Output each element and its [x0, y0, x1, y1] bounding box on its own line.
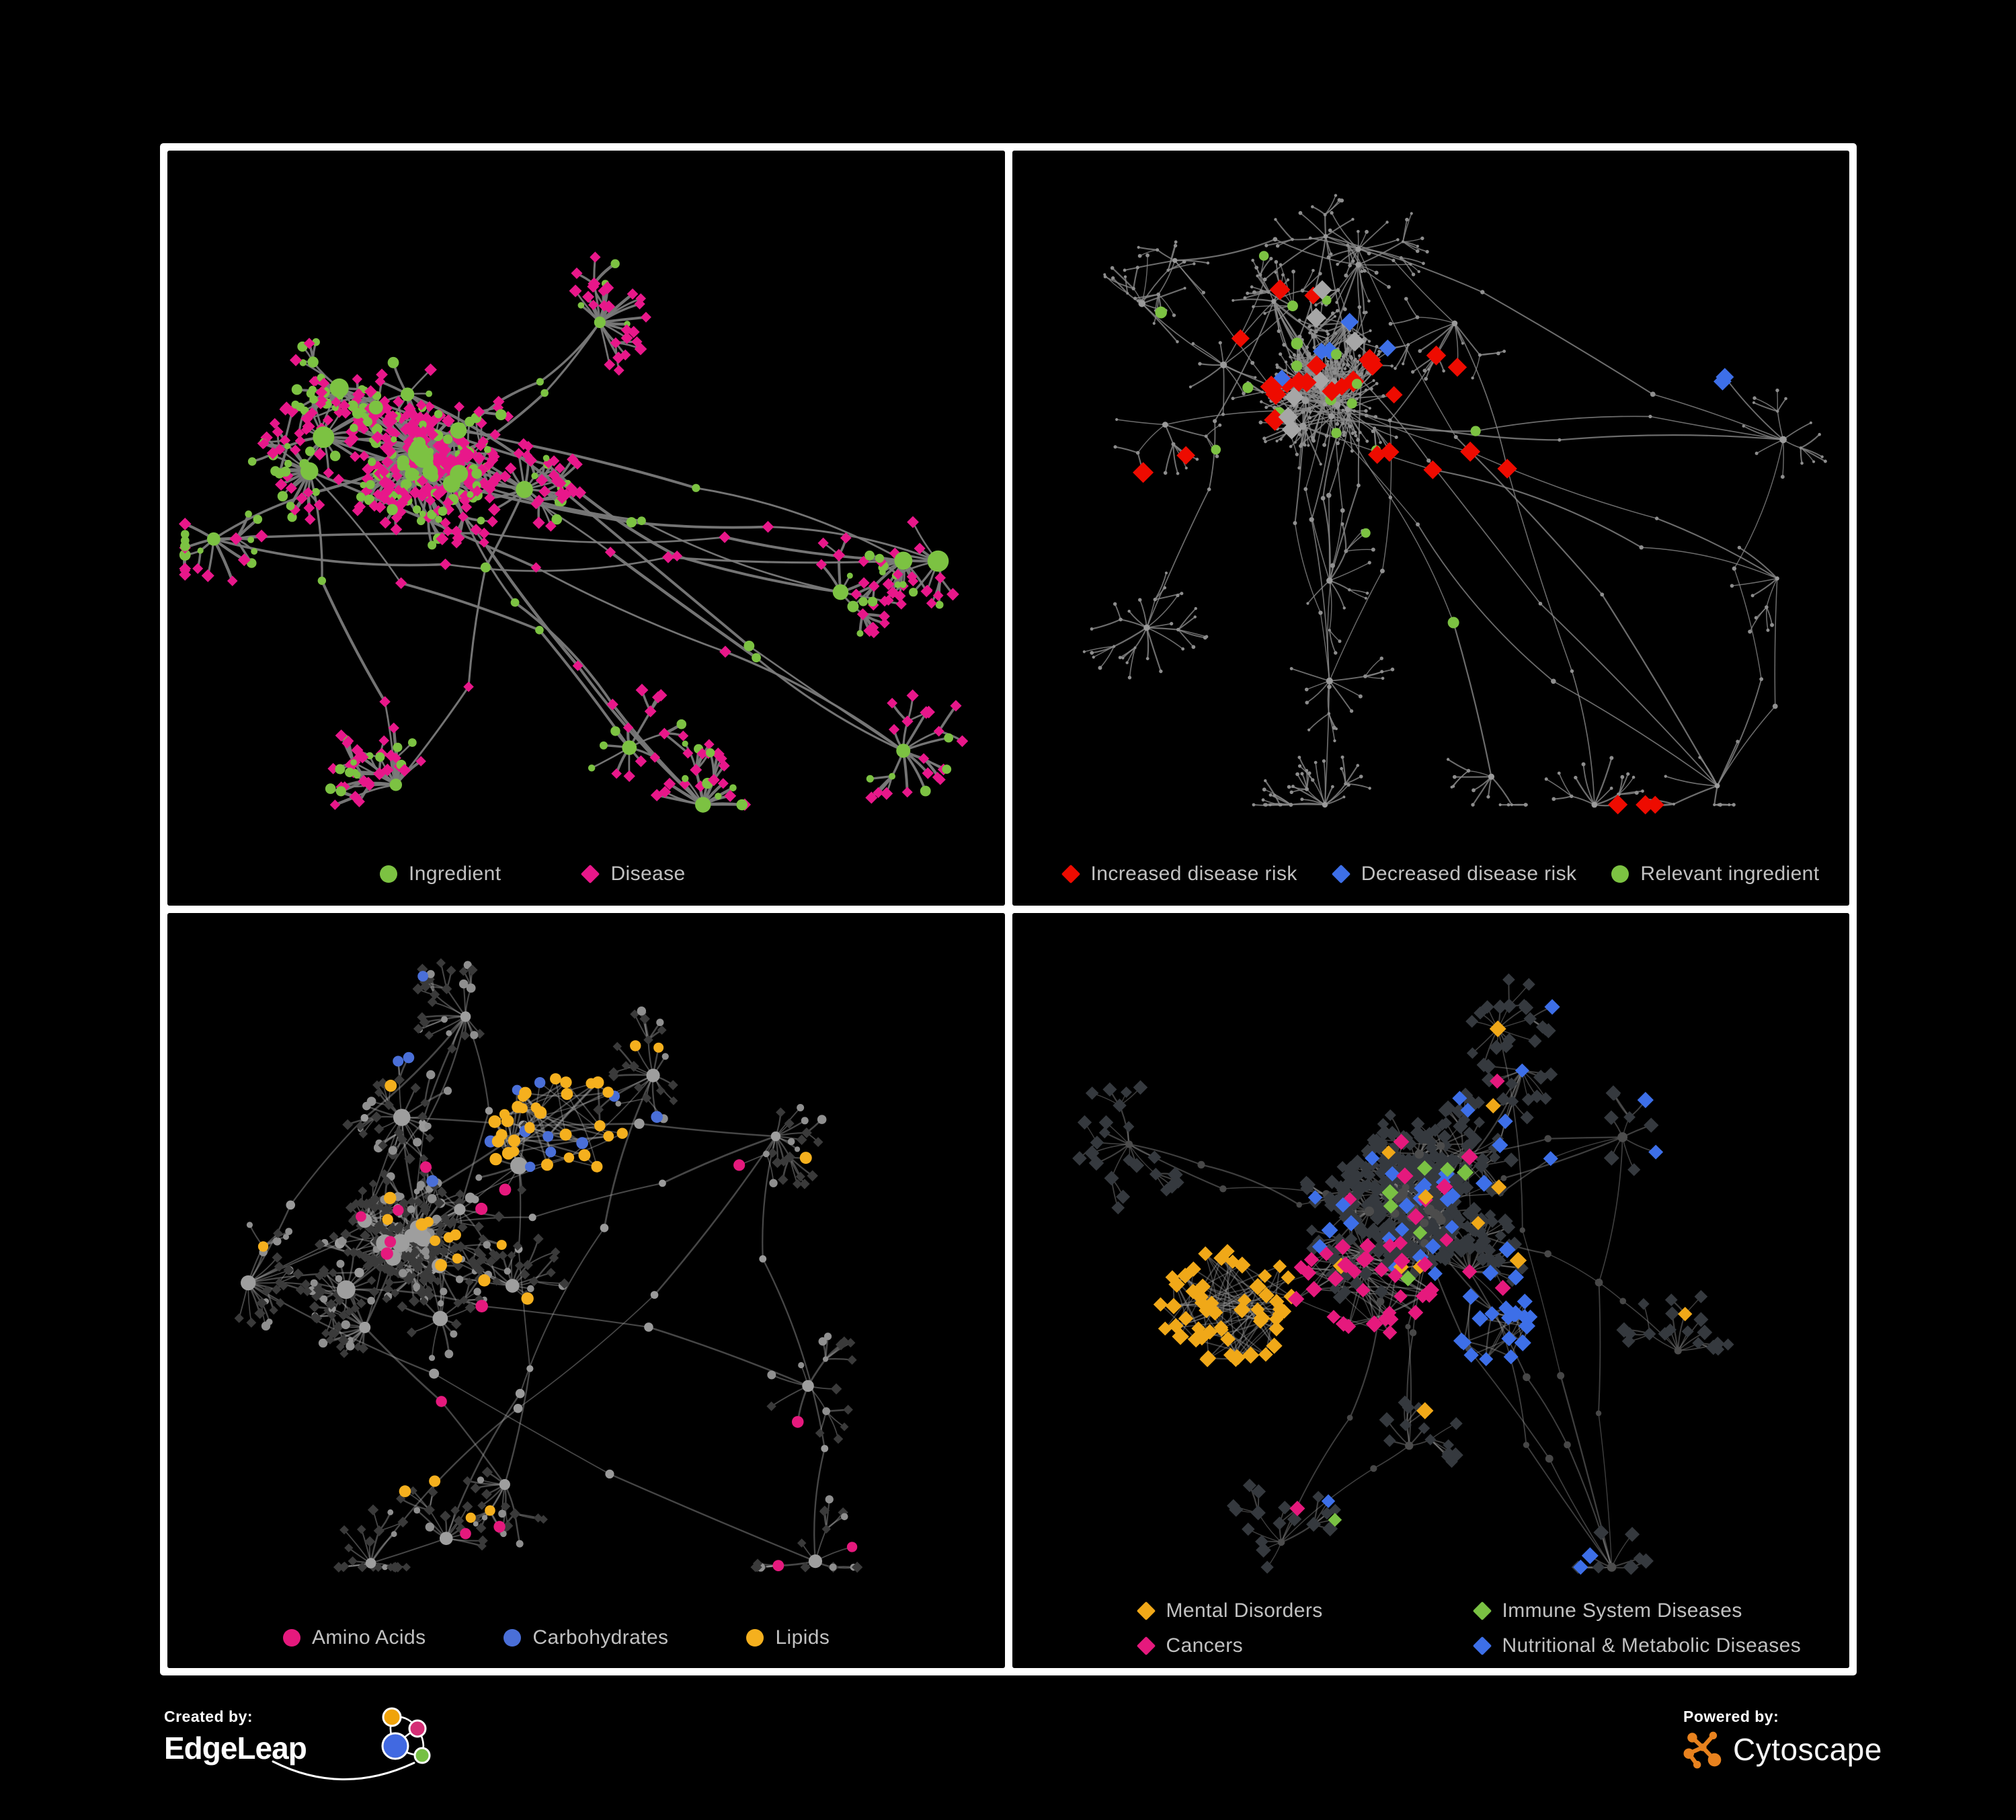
- diamond-legend-marker: [1136, 1636, 1156, 1656]
- legend-item: Decreased disease risk: [1331, 863, 1577, 885]
- legend-item: Ingredient: [380, 863, 501, 885]
- diamond-legend-marker: [1136, 1601, 1156, 1621]
- diamond-legend-marker: [1331, 864, 1350, 884]
- diamond-legend-marker: [1061, 864, 1080, 884]
- legend-disease-classes: Mental Disorders Immune System Diseases Ca…: [1136, 1599, 1850, 1657]
- legend-label: Disease: [610, 863, 686, 885]
- legend-nutrient-classes: Amino Acids Carbohydrates Lipids: [167, 1626, 1005, 1649]
- edgeleap-wordmark: EdgeLeap: [164, 1731, 307, 1766]
- cytoscape-wordmark: Cytoscape: [1733, 1732, 1882, 1767]
- circle-legend-marker: [1611, 865, 1629, 883]
- legend-label: Ingredient: [409, 863, 501, 885]
- network-ingredient-disease: [178, 251, 969, 813]
- panel-disease-classes: Mental Disorders Immune System Diseases Ca…: [1012, 913, 1850, 1668]
- legend-label: Relevant ingredient: [1640, 863, 1820, 885]
- legend-disease-risk: Increased disease risk Decreased disease …: [1012, 863, 1850, 885]
- legend-item: Amino Acids: [283, 1626, 426, 1649]
- legend-item: Mental Disorders: [1136, 1599, 1474, 1622]
- legend-label: Nutritional & Metabolic Diseases: [1502, 1634, 1802, 1657]
- legend-item: Cancers: [1136, 1634, 1474, 1657]
- legend-item: Carbohydrates: [503, 1626, 668, 1649]
- legend-item: Relevant ingredient: [1611, 863, 1819, 885]
- panel-grid: Ingredient Disease Increased disease risk…: [160, 143, 1857, 1675]
- panel-nutrient-classes: Amino Acids Carbohydrates Lipids: [167, 913, 1005, 1668]
- network-disease-risk: [1082, 194, 1827, 815]
- panel-disease-risk: Increased disease risk Decreased disease …: [1012, 151, 1850, 906]
- edgeleap-branding: Created by: EdgeLeap: [164, 1707, 431, 1780]
- legend-label: Carbohydrates: [532, 1626, 669, 1649]
- legend-item: Nutritional & Metabolic Diseases: [1472, 1634, 1802, 1657]
- network-disease-classes: [1072, 973, 1734, 1575]
- legend-item: Increased disease risk: [1061, 863, 1297, 885]
- legend-item: Immune System Diseases: [1472, 1599, 1802, 1622]
- circle-legend-marker: [503, 1629, 522, 1647]
- legend-label: Decreased disease risk: [1361, 863, 1577, 885]
- network-nutrient-classes: [234, 958, 863, 1573]
- legend-label: Increased disease risk: [1090, 863, 1297, 885]
- legend-item: Disease: [581, 863, 685, 885]
- panel-ingredient-disease: Ingredient Disease: [167, 151, 1005, 906]
- legend-label: Lipids: [775, 1626, 830, 1649]
- legend-label: Amino Acids: [312, 1626, 426, 1649]
- circle-legend-marker: [746, 1629, 764, 1647]
- cytoscape-logo-icon: [1683, 1731, 1722, 1769]
- diamond-legend-marker: [581, 864, 600, 884]
- diamond-legend-marker: [1472, 1601, 1492, 1621]
- cytoscape-branding: Powered by: Cytosc: [1683, 1708, 1882, 1770]
- circle-legend-marker: [380, 865, 397, 883]
- powered-by-label: Powered by:: [1683, 1708, 1779, 1725]
- circle-legend-marker: [283, 1629, 300, 1647]
- diamond-legend-marker: [1472, 1636, 1492, 1656]
- legend-label: Mental Disorders: [1166, 1599, 1323, 1622]
- edgeleap-logo-icon: [272, 1707, 431, 1780]
- legend-label: Cancers: [1166, 1634, 1244, 1657]
- legend-label: Immune System Diseases: [1502, 1599, 1742, 1622]
- legend-ingredient-disease: Ingredient Disease: [167, 863, 1005, 885]
- created-by-label: Created by:: [164, 1708, 253, 1725]
- legend-item: Lipids: [746, 1626, 830, 1649]
